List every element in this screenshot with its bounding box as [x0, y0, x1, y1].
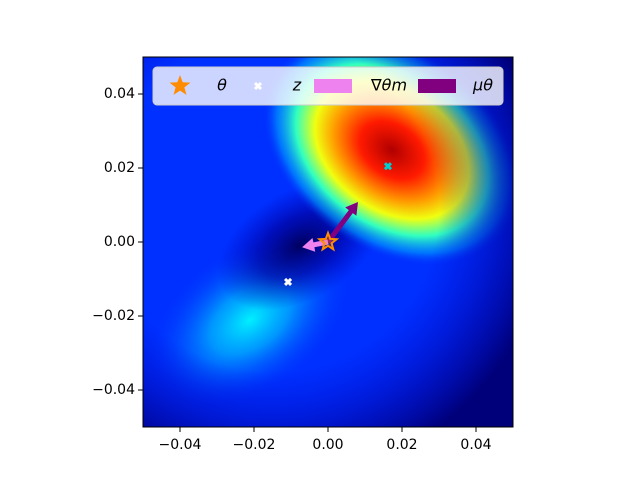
star-marker	[316, 230, 340, 252]
y-tick-label: 0.04	[104, 86, 135, 102]
x-tick-label: 0.04	[460, 437, 491, 453]
legend: θ z ∇θm μθ	[152, 66, 504, 106]
x-tick-label: 0.02	[386, 437, 417, 453]
legend-label: z	[292, 76, 302, 95]
x-marker	[383, 162, 393, 171]
legend-x	[253, 81, 263, 91]
legend-label: μθ	[472, 76, 493, 95]
x-tick-label: −0.02	[233, 437, 276, 453]
legend-patch	[418, 79, 456, 93]
heatmap	[143, 57, 513, 427]
y-tick-label: −0.04	[92, 382, 135, 398]
y-tick-label: 0.00	[104, 234, 135, 250]
legend-label: ∇θm	[370, 76, 407, 95]
plot-marks	[283, 162, 393, 287]
x-marker	[283, 277, 293, 287]
legend-label: θ	[217, 76, 227, 95]
y-tick-label: 0.02	[104, 160, 135, 176]
arrow	[326, 202, 358, 244]
x-tick-label: 0.00	[312, 437, 343, 453]
y-tick-label: −0.02	[92, 308, 135, 324]
x-tick-label: −0.04	[159, 437, 202, 453]
legend-star	[169, 75, 191, 95]
legend-patch	[314, 79, 352, 93]
